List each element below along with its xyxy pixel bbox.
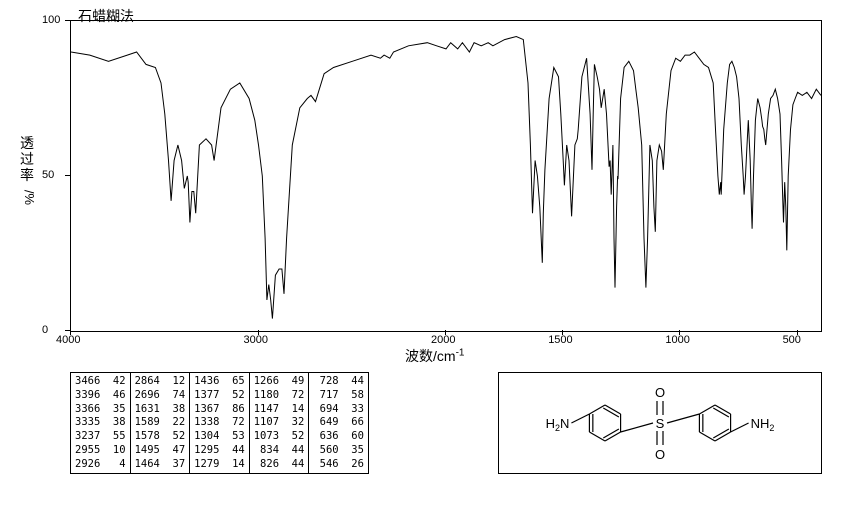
table-column: 2864 122696 741631 381589 221578 521495 … — [131, 373, 191, 473]
table-row: 1578 52 — [135, 430, 186, 443]
table-row: 2864 12 — [135, 375, 186, 388]
table-column: 1266 491180 721147 141107 321073 52 834 … — [250, 373, 310, 473]
table-column: 3466 423396 463366 353335 383237 552955 … — [71, 373, 131, 473]
table-row: 1266 49 — [254, 375, 305, 388]
table-row: 546 26 — [313, 458, 364, 471]
y-tick-label: 0 — [42, 324, 48, 336]
table-row: 3335 38 — [75, 416, 126, 429]
table-row: 1338 72 — [194, 416, 245, 429]
table-row: 728 44 — [313, 375, 364, 388]
table-row: 649 66 — [313, 416, 364, 429]
spectrum-svg — [71, 21, 821, 331]
table-row: 560 35 — [313, 444, 364, 457]
x-tick-label: 2000 — [431, 334, 455, 346]
svg-text:O: O — [655, 385, 665, 400]
table-row: 3366 35 — [75, 403, 126, 416]
chemical-structure: S O O H2N NH2 — [498, 372, 822, 474]
table-row: 1631 38 — [135, 403, 186, 416]
table-column: 1436 651377 521367 861338 721304 531295 … — [190, 373, 250, 473]
x-axis-label-text: 波数/cm — [405, 348, 456, 364]
table-row: 1180 72 — [254, 389, 305, 402]
svg-text:NH2: NH2 — [751, 416, 775, 433]
x-axis-label: 波数/cm-1 — [405, 346, 464, 366]
table-row: 1107 32 — [254, 416, 305, 429]
svg-text:O: O — [655, 447, 665, 462]
table-row: 636 60 — [313, 430, 364, 443]
table-row: 1279 14 — [194, 458, 245, 471]
table-column: 728 44 717 58 694 33 649 66 636 60 560 3… — [309, 373, 368, 473]
y-tick-mark — [65, 175, 70, 176]
spectrum-plot-area — [70, 20, 822, 332]
table-row: 1367 86 — [194, 403, 245, 416]
y-tick-label: 100 — [42, 14, 60, 26]
svg-text:S: S — [656, 416, 665, 431]
y-axis-label-pct: %/ — [22, 190, 37, 205]
table-row: 1304 53 — [194, 430, 245, 443]
table-row: 834 44 — [254, 444, 305, 457]
table-row: 2926 4 — [75, 458, 126, 471]
table-row: 1377 52 — [194, 389, 245, 402]
table-row: 1295 44 — [194, 444, 245, 457]
table-row: 1147 14 — [254, 403, 305, 416]
spectrum-line — [71, 37, 821, 319]
y-tick-mark — [65, 20, 70, 21]
table-row: 1589 22 — [135, 416, 186, 429]
svg-text:H2N: H2N — [546, 416, 570, 433]
peak-data-table: 3466 423396 463366 353335 383237 552955 … — [70, 372, 369, 474]
table-row: 3466 42 — [75, 375, 126, 388]
table-row: 826 44 — [254, 458, 305, 471]
table-row: 2955 10 — [75, 444, 126, 457]
plot-title: 石蜡糊法 — [78, 6, 134, 26]
structure-svg: S O O H2N NH2 — [499, 373, 821, 473]
table-row: 717 58 — [313, 389, 364, 402]
table-row: 2696 74 — [135, 389, 186, 402]
table-row: 1495 47 — [135, 444, 186, 457]
x-tick-label: 1500 — [548, 334, 572, 346]
x-tick-label: 3000 — [244, 334, 268, 346]
table-row: 1464 37 — [135, 458, 186, 471]
table-row: 1436 65 — [194, 375, 245, 388]
x-tick-label: 1000 — [665, 334, 689, 346]
y-tick-mark — [65, 330, 70, 331]
table-row: 3396 46 — [75, 389, 126, 402]
table-row: 694 33 — [313, 403, 364, 416]
y-axis-label-cn: 透过率 — [20, 135, 34, 183]
table-row: 1073 52 — [254, 430, 305, 443]
table-row: 3237 55 — [75, 430, 126, 443]
x-tick-label: 500 — [783, 334, 801, 346]
y-tick-label: 50 — [42, 169, 54, 181]
x-tick-label: 4000 — [56, 334, 80, 346]
